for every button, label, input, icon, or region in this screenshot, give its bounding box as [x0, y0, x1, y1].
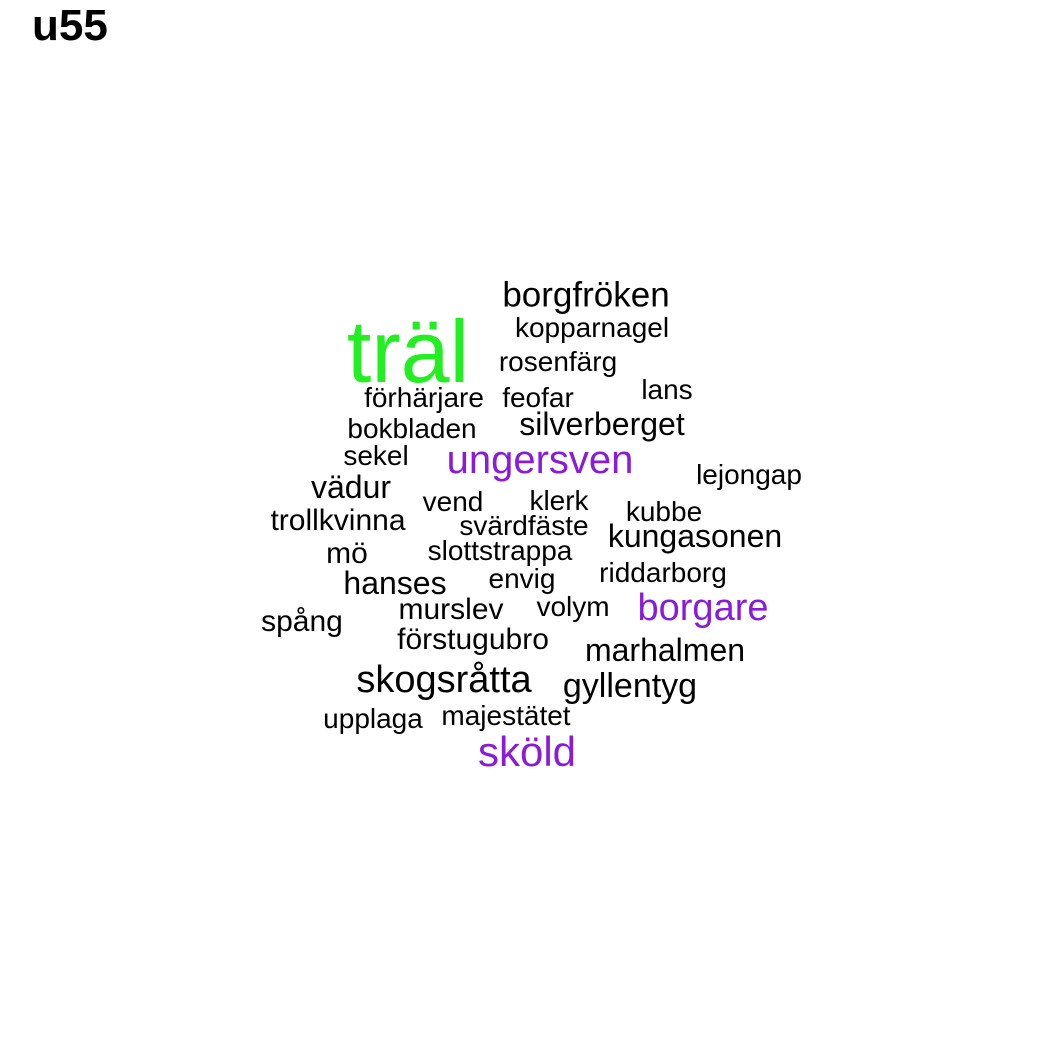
word-f-rstugubro: förstugubro	[397, 623, 549, 656]
word-marhalmen: marhalmen	[584, 632, 746, 668]
word-v-dur: vädur	[310, 469, 392, 505]
word-trollkvinna: trollkvinna	[270, 504, 406, 537]
word-sv-rdf-ste: svärdfäste	[459, 510, 589, 541]
page-title: u55	[32, 1, 108, 50]
word-majest-tet: majestätet	[441, 700, 571, 731]
word-gyllentyg: gyllentyg	[562, 667, 698, 705]
word-kungasonen: kungasonen	[607, 518, 783, 554]
word-borgare: borgare	[637, 587, 769, 629]
word-bokbladen: bokbladen	[347, 413, 477, 444]
word-m: mö	[326, 537, 368, 570]
word-sp-ng: spång	[261, 605, 343, 638]
word-upplaga: upplaga	[323, 703, 423, 734]
word-envig: envig	[488, 563, 556, 594]
word-f-rh-rjare: förhärjare	[364, 382, 484, 413]
word-hanses: hanses	[343, 565, 447, 601]
word-klerk: klerk	[529, 485, 589, 516]
word-silverberget: silverberget	[519, 406, 685, 442]
word-volym: volym	[536, 591, 610, 622]
word-borgfr-ken: borgfröken	[502, 275, 670, 315]
word-sk-ld: sköld	[477, 728, 577, 775]
word-riddarborg: riddarborg	[599, 557, 727, 588]
word-murslev: murslev	[398, 593, 504, 626]
word-ungersven: ungersven	[446, 438, 634, 482]
word-lejongap: lejongap	[696, 459, 802, 490]
word-skogsr-tta: skogsråtta	[356, 659, 532, 701]
word-sekel: sekel	[343, 440, 409, 471]
word-lans: lans	[641, 374, 693, 405]
word-vend: vend	[422, 486, 484, 517]
word-kopparnagel: kopparnagel	[514, 312, 670, 343]
word-slottstrappa: slottstrappa	[427, 535, 573, 566]
word-rosenf-rg: rosenfärg	[498, 346, 618, 377]
word-kubbe: kubbe	[625, 496, 703, 527]
word-feofar: feofar	[502, 382, 574, 413]
word-tr-l: träl	[346, 302, 470, 401]
